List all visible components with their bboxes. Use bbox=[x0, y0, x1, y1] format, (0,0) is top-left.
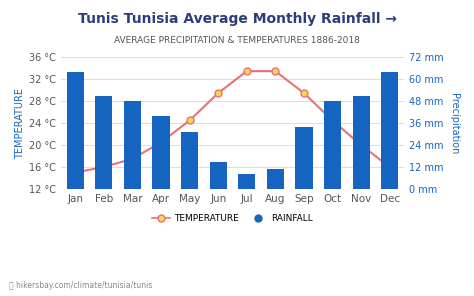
Legend: TEMPERATURE, RAINFALL: TEMPERATURE, RAINFALL bbox=[148, 210, 317, 226]
Bar bbox=[153, 116, 170, 189]
Bar bbox=[210, 162, 227, 189]
Text: Tunis Tunisia Average Monthly Rainfall →: Tunis Tunisia Average Monthly Rainfall → bbox=[78, 12, 396, 26]
Bar bbox=[324, 101, 341, 189]
Bar bbox=[295, 127, 312, 189]
Bar bbox=[381, 72, 398, 189]
Bar bbox=[124, 101, 141, 189]
Bar bbox=[67, 72, 84, 189]
Bar bbox=[95, 96, 112, 189]
Bar bbox=[238, 174, 255, 189]
Bar bbox=[267, 169, 284, 189]
Y-axis label: TEMPERATURE: TEMPERATURE bbox=[15, 88, 25, 159]
Text: AVERAGE PRECIPITATION & TEMPERATURES 1886-2018: AVERAGE PRECIPITATION & TEMPERATURES 188… bbox=[114, 36, 360, 44]
Bar bbox=[353, 96, 370, 189]
Y-axis label: Precipitation: Precipitation bbox=[449, 93, 459, 154]
Text: 📍 hikersbay.com/climate/tunisia/tunis: 📍 hikersbay.com/climate/tunisia/tunis bbox=[9, 281, 153, 290]
Bar bbox=[181, 132, 198, 189]
